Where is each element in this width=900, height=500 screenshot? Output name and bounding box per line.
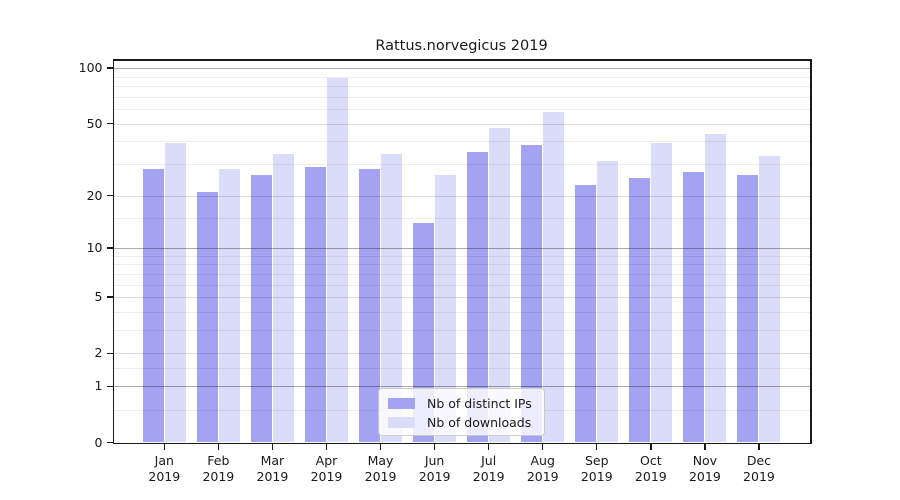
chart-title: Rattus.norvegicus 2019 (375, 38, 548, 54)
bar-ips-may (359, 169, 381, 443)
x-tick-nov (704, 444, 706, 450)
bar-ips-oct (629, 178, 651, 443)
gridline-y-minor-8 (113, 264, 810, 266)
gridline-y-minor-30 (113, 163, 810, 165)
axis-spine-right (810, 59, 812, 444)
bar-ips-jan (142, 169, 164, 443)
x-tick-label-apr: Apr 2019 (310, 453, 343, 484)
x-tick-apr (325, 444, 328, 450)
legend-item-downloads: Nb of downloads (388, 413, 544, 432)
gridline-y-minor-60 (113, 109, 810, 111)
bar-downloads-dec (759, 156, 781, 443)
gridline-y-minor-9 (113, 255, 810, 257)
y-tick-label-50: 50 (86, 115, 103, 131)
legend-label-ips: Nb of distinct IPs (427, 396, 532, 411)
y-tick-label-10: 10 (86, 240, 103, 255)
gridline-y-minor-7 (113, 273, 810, 275)
gridline-y-50 (113, 123, 810, 125)
x-tick-label-mar: Mar 2019 (256, 453, 289, 484)
x-tick-feb (217, 444, 220, 450)
bar-downloads-oct (651, 143, 673, 443)
x-tick-label-nov: Nov 2019 (688, 453, 721, 484)
legend: Nb of distinct IPs Nb of downloads (378, 388, 545, 436)
axis-spine-bottom (112, 442, 811, 444)
x-tick-label-aug: Aug 2019 (526, 453, 559, 484)
bar-downloads-apr (326, 77, 348, 443)
gridline-y-minor-70 (113, 96, 810, 98)
bar-ips-sep (575, 184, 597, 443)
bar-downloads-jan (164, 143, 186, 443)
bar-downloads-sep (597, 161, 619, 443)
gridline-y-minor-1.5 (113, 368, 810, 370)
x-tick-may (379, 444, 382, 450)
x-tick-label-sep: Sep 2019 (580, 453, 613, 484)
bar-ips-jul (467, 151, 489, 443)
y-tick-100 (106, 67, 113, 69)
gridline-y-5 (113, 297, 810, 299)
x-tick-dec (758, 444, 760, 450)
bar-downloads-nov (705, 133, 727, 443)
bar-ips-mar (250, 175, 272, 443)
y-tick-label-20: 20 (86, 187, 103, 203)
legend-swatch-downloads-icon (388, 417, 415, 428)
bar-downloads-mar (272, 154, 294, 443)
x-tick-aug (542, 444, 544, 450)
x-tick-label-oct: Oct 2019 (634, 453, 667, 484)
gridline-y-minor-4 (113, 311, 810, 313)
bar-ips-jun (413, 222, 435, 443)
bar-ips-feb (196, 191, 218, 443)
bar-downloads-may (381, 154, 403, 443)
x-tick-jul (487, 444, 490, 450)
x-tick-label-feb: Feb 2019 (202, 453, 235, 484)
legend-swatch-ips-icon (388, 398, 415, 409)
gridline-y-10 (113, 248, 810, 249)
y-tick-2 (106, 352, 113, 355)
bar-downloads-aug (543, 111, 565, 443)
legend-label-downloads: Nb of downloads (427, 415, 532, 430)
gridline-y-100 (113, 68, 810, 70)
x-tick-label-jun: Jun 2019 (418, 453, 451, 484)
y-tick-label-1: 1 (94, 378, 103, 394)
y-tick-label-2: 2 (94, 345, 103, 361)
x-tick-label-may: May 2019 (364, 453, 397, 484)
legend-item-ips: Nb of distinct IPs (388, 394, 544, 413)
gridline-y-minor-6 (113, 284, 810, 286)
y-tick-10 (106, 247, 113, 249)
y-tick-50 (106, 122, 113, 125)
y-tick-5 (106, 296, 113, 298)
x-tick-jun (433, 444, 436, 450)
x-tick-sep (596, 444, 598, 450)
bar-downloads-jun (435, 175, 457, 443)
axis-spine-top (112, 59, 811, 61)
bar-ips-dec (737, 175, 759, 443)
gridline-y-20 (113, 195, 810, 197)
x-tick-label-dec: Dec 2019 (743, 453, 775, 484)
axis-spine-left (112, 59, 114, 444)
y-tick-label-0: 0 (94, 434, 103, 450)
bar-ips-aug (521, 145, 543, 443)
x-tick-mar (271, 444, 274, 450)
gridline-y-minor-80 (113, 86, 810, 88)
gridline-y-minor-3 (113, 330, 810, 332)
gridline-y-1 (113, 386, 810, 388)
bar-ips-apr (304, 166, 326, 443)
y-tick-label-5: 5 (94, 289, 103, 305)
x-tick-label-jul: Jul 2019 (472, 453, 505, 484)
x-tick-oct (650, 444, 652, 450)
y-tick-20 (106, 194, 113, 197)
y-tick-label-100: 100 (78, 60, 103, 76)
gridline-y-minor-15 (113, 217, 810, 219)
x-tick-label-jan: Jan 2019 (148, 453, 181, 484)
bar-ips-nov (683, 172, 705, 443)
y-tick-0 (106, 441, 113, 444)
bar-downloads-feb (218, 169, 240, 443)
gridline-y-minor-90 (113, 76, 810, 78)
y-tick-1 (106, 385, 113, 387)
gridline-y-2 (113, 353, 810, 355)
bar-downloads-jul (489, 128, 511, 443)
x-tick-jan (163, 444, 165, 450)
gridline-y-minor-40 (113, 141, 810, 143)
